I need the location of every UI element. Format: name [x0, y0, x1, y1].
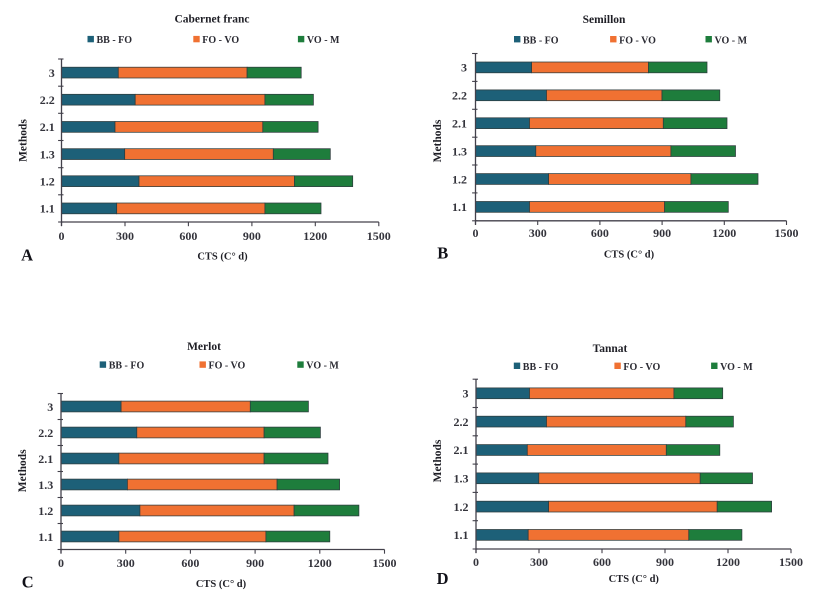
svg-text:2.2: 2.2 — [454, 415, 469, 429]
svg-text:CTS (C° d): CTS (C° d) — [196, 579, 247, 590]
svg-text:1.2: 1.2 — [38, 504, 53, 518]
svg-text:0: 0 — [58, 556, 64, 570]
svg-text:Merlot: Merlot — [187, 341, 221, 353]
svg-text:1200: 1200 — [303, 229, 327, 243]
svg-text:3: 3 — [461, 61, 467, 75]
svg-text:FO - VO: FO - VO — [209, 361, 246, 372]
svg-text:FO - VO: FO - VO — [623, 362, 660, 373]
svg-text:1.1: 1.1 — [38, 530, 53, 544]
svg-text:300: 300 — [530, 555, 548, 569]
svg-text:2.2: 2.2 — [38, 426, 53, 440]
svg-text:VO - M: VO - M — [715, 35, 748, 46]
svg-text:600: 600 — [591, 226, 609, 240]
svg-text:900: 900 — [243, 229, 261, 243]
svg-text:VO - M: VO - M — [720, 362, 753, 373]
svg-text:2.1: 2.1 — [454, 443, 469, 457]
svg-text:900: 900 — [653, 226, 671, 240]
svg-text:CTS (C° d): CTS (C° d) — [609, 574, 660, 585]
svg-text:1.3: 1.3 — [38, 478, 53, 492]
svg-text:2.2: 2.2 — [452, 89, 467, 103]
svg-text:VO - M: VO - M — [306, 361, 339, 372]
svg-text:FO - VO: FO - VO — [202, 35, 239, 46]
svg-text:2.1: 2.1 — [452, 117, 467, 131]
svg-text:3: 3 — [463, 387, 469, 401]
svg-text:1500: 1500 — [367, 229, 391, 243]
svg-text:1.2: 1.2 — [40, 175, 55, 189]
svg-text:1500: 1500 — [775, 226, 799, 240]
svg-text:1.3: 1.3 — [454, 472, 469, 486]
svg-text:B: B — [437, 244, 448, 263]
svg-text:600: 600 — [593, 555, 611, 569]
svg-text:A: A — [21, 245, 33, 264]
svg-text:1.1: 1.1 — [452, 200, 467, 214]
svg-text:0: 0 — [473, 555, 479, 569]
svg-text:600: 600 — [181, 556, 199, 570]
svg-text:2.1: 2.1 — [38, 452, 53, 466]
svg-text:1500: 1500 — [373, 556, 397, 570]
svg-text:1200: 1200 — [716, 555, 740, 569]
svg-text:1500: 1500 — [779, 555, 803, 569]
svg-text:Methods: Methods — [432, 119, 444, 162]
svg-text:Methods: Methods — [17, 449, 29, 492]
svg-text:900: 900 — [656, 555, 674, 569]
svg-text:BB - FO: BB - FO — [109, 361, 145, 372]
svg-text:C: C — [22, 573, 34, 592]
svg-text:D: D — [437, 569, 449, 588]
svg-text:900: 900 — [246, 556, 264, 570]
svg-text:FO - VO: FO - VO — [619, 35, 656, 46]
svg-text:1.3: 1.3 — [452, 144, 467, 158]
svg-text:1.3: 1.3 — [40, 147, 55, 161]
svg-text:1.1: 1.1 — [40, 202, 55, 216]
svg-text:BB - FO: BB - FO — [523, 362, 559, 373]
svg-text:1200: 1200 — [712, 226, 736, 240]
svg-text:300: 300 — [529, 226, 547, 240]
svg-text:600: 600 — [179, 229, 197, 243]
svg-text:1.1: 1.1 — [454, 528, 469, 542]
svg-text:1200: 1200 — [308, 556, 332, 570]
svg-text:2.2: 2.2 — [40, 93, 55, 107]
svg-text:0: 0 — [473, 226, 479, 240]
svg-text:Methods: Methods — [18, 119, 30, 162]
svg-text:Methods: Methods — [432, 439, 444, 482]
svg-text:Cabernet franc: Cabernet franc — [174, 14, 249, 26]
svg-text:CTS (C° d): CTS (C° d) — [197, 251, 248, 262]
svg-text:3: 3 — [47, 400, 53, 414]
svg-text:1.2: 1.2 — [452, 172, 467, 186]
svg-text:BB - FO: BB - FO — [97, 35, 133, 46]
svg-text:2.1: 2.1 — [40, 120, 55, 134]
svg-text:1.2: 1.2 — [454, 500, 469, 514]
svg-text:BB - FO: BB - FO — [523, 35, 559, 46]
svg-text:300: 300 — [116, 229, 134, 243]
svg-text:0: 0 — [59, 229, 65, 243]
svg-text:300: 300 — [117, 556, 135, 570]
svg-text:3: 3 — [49, 66, 55, 80]
svg-text:Tannat: Tannat — [593, 343, 628, 355]
svg-text:Semillon: Semillon — [583, 14, 626, 26]
svg-text:VO - M: VO - M — [307, 35, 340, 46]
svg-text:CTS (C° d): CTS (C° d) — [604, 250, 655, 261]
